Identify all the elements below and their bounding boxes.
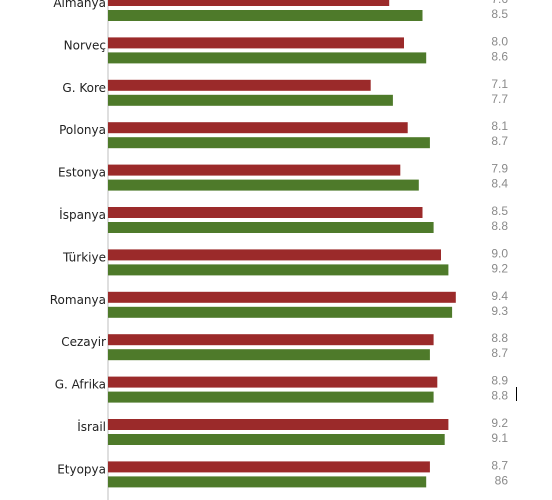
value-label-etyopya-series-2: 86 [495, 473, 509, 487]
value-label-g-afrika-series-1: 8.9 [491, 374, 508, 388]
category-label-norve-: Norveç [64, 38, 106, 52]
value-label-cezayir-series-1: 8.8 [491, 331, 508, 345]
value-label-g-kore-series-2: 7.7 [491, 92, 508, 106]
bar-i-spanya-series-2 [108, 222, 434, 233]
value-label-polonya-series-1: 8.1 [491, 119, 508, 133]
value-label-i-spanya-series-1: 8.5 [491, 204, 508, 218]
bar-i-srail-series-2 [108, 434, 445, 445]
bar-t-rkiye-series-2 [108, 264, 449, 276]
bar-i-spanya-series-1 [108, 207, 423, 218]
bar-i-srail-series-1 [108, 419, 449, 430]
bar-cezayir-series-1 [108, 334, 434, 346]
category-label-t-rkiye: Türkiye [62, 250, 106, 264]
bar-t-rkiye-series-1 [108, 249, 441, 261]
value-label-etyopya-series-1: 8.7 [491, 458, 508, 472]
category-label-i-spanya: İspanya [59, 207, 106, 222]
bar-almanya-series-1 [108, 0, 390, 6]
bar-polonya-series-2 [108, 137, 430, 149]
bar-almanya-series-2 [108, 10, 423, 21]
category-label-almanya: Almanya [53, 0, 106, 10]
bar-cezayir-series-2 [108, 349, 430, 361]
bar-etyopya-series-1 [108, 461, 430, 473]
value-label-romanya-series-2: 9.3 [491, 304, 508, 318]
bar-g-afrika-series-1 [108, 376, 438, 388]
bar-norve--series-2 [108, 52, 427, 64]
bar-g-kore-series-1 [108, 79, 371, 91]
bar-romanya-series-2 [108, 306, 453, 318]
category-label-etyopya: Etyopya [57, 462, 106, 476]
category-label-romanya: Romanya [50, 293, 106, 307]
bar-estonya-series-2 [108, 179, 419, 191]
text-cursor [516, 387, 517, 401]
value-label-almanya-series-1: 7.6 [491, 0, 508, 6]
bar-polonya-series-1 [108, 122, 408, 134]
bar-romanya-series-1 [108, 291, 456, 303]
bar-etyopya-series-2 [108, 476, 427, 488]
category-label-g-kore: G. Kore [62, 81, 106, 95]
value-label-norve--series-1: 8.0 [491, 34, 508, 48]
value-label-g-afrika-series-2: 8.8 [491, 389, 508, 403]
category-label-i-srail: İsrail [77, 419, 106, 434]
bar-g-afrika-series-2 [108, 391, 434, 403]
bar-g-kore-series-2 [108, 94, 393, 106]
value-label-i-srail-series-1: 9.2 [491, 416, 508, 430]
value-label-polonya-series-2: 8.7 [491, 134, 508, 148]
category-label-estonya: Estonya [58, 166, 106, 180]
value-label-estonya-series-2: 8.4 [491, 177, 508, 191]
value-label-t-rkiye-series-1: 9.0 [491, 246, 508, 260]
value-label-i-spanya-series-2: 8.8 [491, 219, 508, 233]
value-label-g-kore-series-1: 7.1 [491, 77, 508, 91]
value-label-i-srail-series-2: 9.1 [491, 431, 508, 445]
category-label-g-afrika: G. Afrika [55, 378, 106, 392]
value-label-t-rkiye-series-2: 9.2 [491, 261, 508, 275]
category-label-polonya: Polonya [59, 123, 106, 137]
value-label-estonya-series-1: 7.9 [491, 162, 508, 176]
value-label-cezayir-series-2: 8.7 [491, 346, 508, 360]
bar-norve--series-1 [108, 37, 404, 49]
category-label-cezayir: Cezayir [61, 335, 106, 349]
value-label-norve--series-2: 8.6 [491, 49, 508, 63]
bar-estonya-series-1 [108, 164, 401, 176]
value-label-almanya-series-2: 8.5 [491, 7, 508, 21]
value-label-romanya-series-1: 9.4 [491, 289, 508, 303]
